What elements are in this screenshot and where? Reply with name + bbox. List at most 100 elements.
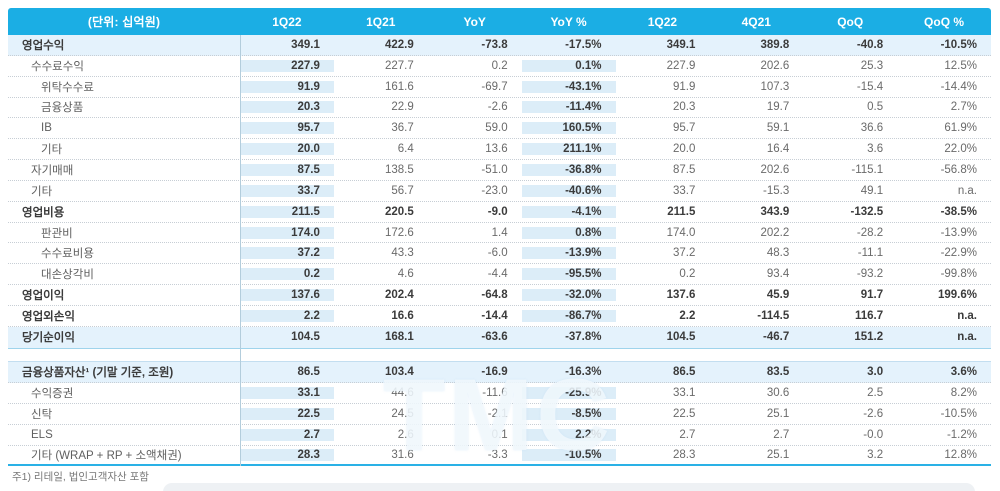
row-label: 기타: [31, 185, 53, 198]
table-row: 자기매매 87.5 138.5 -51.0 -36.8% 87.5 202.6 -115.1 -…: [8, 160, 991, 181]
cell: 3.6: [867, 143, 884, 156]
cell: -10.5%: [521, 448, 616, 461]
table-row: 영업수익 349.1 422.9 -73.8 -17.5% 349.1 389.8 -40.8…: [8, 35, 991, 56]
cell: 31.6: [391, 448, 414, 461]
cell: -2.1: [487, 407, 508, 420]
cell: -93.2: [856, 268, 884, 281]
cell: n.a.: [957, 331, 977, 344]
table-row: 대손상각비 0.2 4.6 -4.4 -95.5% 0.2 93.4 -93.2 -99.8%: [8, 264, 991, 286]
cell: 343.9: [760, 205, 790, 218]
cell: 174.0: [240, 226, 334, 239]
cell: -11.4%: [521, 101, 616, 114]
cell: -40.6%: [521, 184, 616, 197]
row-label: ELS: [31, 428, 53, 441]
cell: -37.8%: [565, 331, 602, 344]
cell: 12.8%: [944, 448, 977, 461]
cell: 104.5: [291, 331, 320, 344]
cell: 220.5: [384, 205, 414, 218]
cell: -11.6: [482, 386, 508, 399]
table-row: 수수료비용 37.2 43.3 -6.0 -13.9% 37.2 48.3 -11.1 -22.…: [8, 243, 991, 265]
row-label: IB: [41, 122, 52, 135]
row-label: 판관비: [41, 227, 73, 240]
cell: -69.7: [481, 80, 508, 93]
cell: -28.2: [856, 226, 884, 239]
cell: 95.7: [672, 122, 696, 135]
cell: 0.5: [867, 101, 884, 114]
cell: 168.1: [384, 331, 414, 344]
cell: 160.5%: [521, 122, 616, 135]
cell: 0.2: [679, 268, 696, 281]
footnote: 주1) 리테일, 법인고객자산 포함: [12, 471, 149, 483]
cell: 349.1: [291, 38, 320, 51]
cell: 59.0: [485, 122, 508, 135]
table-header-row: (단위: 십억원) 1Q22 1Q21 YoY YoY % 1Q22 4Q21 QoQ QoQ…: [8, 8, 991, 35]
cell: -99.8%: [940, 268, 977, 281]
cell: 33.7: [672, 184, 696, 197]
cell: 2.6: [397, 428, 414, 441]
cell: 48.3: [766, 247, 790, 260]
cell: 37.2: [672, 247, 696, 260]
cell: 6.4: [397, 143, 414, 156]
row-label: 위탁수수료: [41, 81, 94, 94]
cell: -43.1%: [521, 80, 616, 93]
cell: 211.1%: [521, 143, 616, 156]
label-column-divider: [240, 35, 241, 467]
cell: 116.7: [854, 309, 884, 322]
cell: 83.5: [766, 366, 790, 379]
cell: 0.2: [491, 59, 508, 72]
cell: 20.0: [240, 143, 334, 156]
cell: 44.6: [391, 386, 414, 399]
cell: 0.1%: [521, 59, 616, 72]
cell: 36.7: [391, 122, 414, 135]
cell: 61.9%: [944, 122, 977, 135]
cell: 161.6: [384, 80, 414, 93]
column-header-1: 1Q21: [366, 14, 396, 29]
cell: -22.9%: [940, 247, 977, 260]
table-row: 위탁수수료 91.9 161.6 -69.7 -43.1% 91.9 107.3 -15.4 -…: [8, 76, 991, 98]
cell: 137.6: [666, 289, 696, 302]
cell: -16.3%: [565, 366, 602, 379]
row-label: 영업수익: [22, 39, 65, 52]
cell: -114.5: [757, 309, 790, 322]
cell: -0.0: [863, 428, 884, 441]
cell: -10.5%: [940, 407, 977, 420]
row-label: 자기매매: [31, 164, 74, 177]
table-row: 영업외손익 2.2 16.6 -14.4 -86.7% 2.2 -114.5 116.7 n.a…: [8, 305, 991, 327]
cell: 2.5: [867, 386, 884, 399]
cell: -14.4: [481, 309, 508, 322]
cell: 349.1: [666, 38, 696, 51]
cell: 30.6: [766, 386, 790, 399]
cell: 211.5: [667, 205, 696, 218]
cell: 93.4: [766, 268, 790, 281]
cell: 59.1: [766, 122, 790, 135]
cell: 16.4: [766, 143, 790, 156]
cell: 2.7%: [950, 101, 977, 114]
cell: 86.5: [297, 366, 320, 379]
cell: 12.5%: [944, 59, 977, 72]
cell: -63.6: [481, 331, 508, 344]
cell: -132.5: [850, 205, 884, 218]
cell: n.a.: [957, 184, 977, 197]
cell: 45.9: [766, 289, 790, 302]
cell: 37.2: [240, 247, 334, 260]
table-row: 판관비 174.0 172.6 1.4 0.8% 174.0 202.2 -28.2 -13.9…: [8, 222, 991, 244]
cell: 137.6: [240, 289, 334, 302]
cell: -4.1%: [521, 205, 616, 218]
cell: 20.3: [672, 101, 696, 114]
cell: -46.7: [763, 331, 790, 344]
table-row: 영업이익 137.6 202.4 -64.8 -32.0% 137.6 45.9 91.7 19…: [8, 285, 991, 306]
column-header-4: 1Q22: [647, 14, 678, 29]
cell: 0.2: [240, 268, 334, 281]
cell: -115.1: [851, 163, 884, 176]
cell: 138.5: [384, 163, 414, 176]
cell: 422.9: [384, 38, 414, 51]
cell: -64.8: [481, 289, 508, 302]
cell: -16.9: [481, 366, 508, 379]
cell: 2.2: [240, 309, 334, 322]
cell: 25.3: [860, 59, 884, 72]
cell: 33.7: [240, 184, 334, 197]
cell: -8.5%: [521, 407, 616, 420]
cell: 87.5: [240, 163, 334, 176]
cell: 8.2%: [950, 386, 977, 399]
row-label: 기타 (WRAP + RP + 소액채권): [31, 449, 182, 462]
